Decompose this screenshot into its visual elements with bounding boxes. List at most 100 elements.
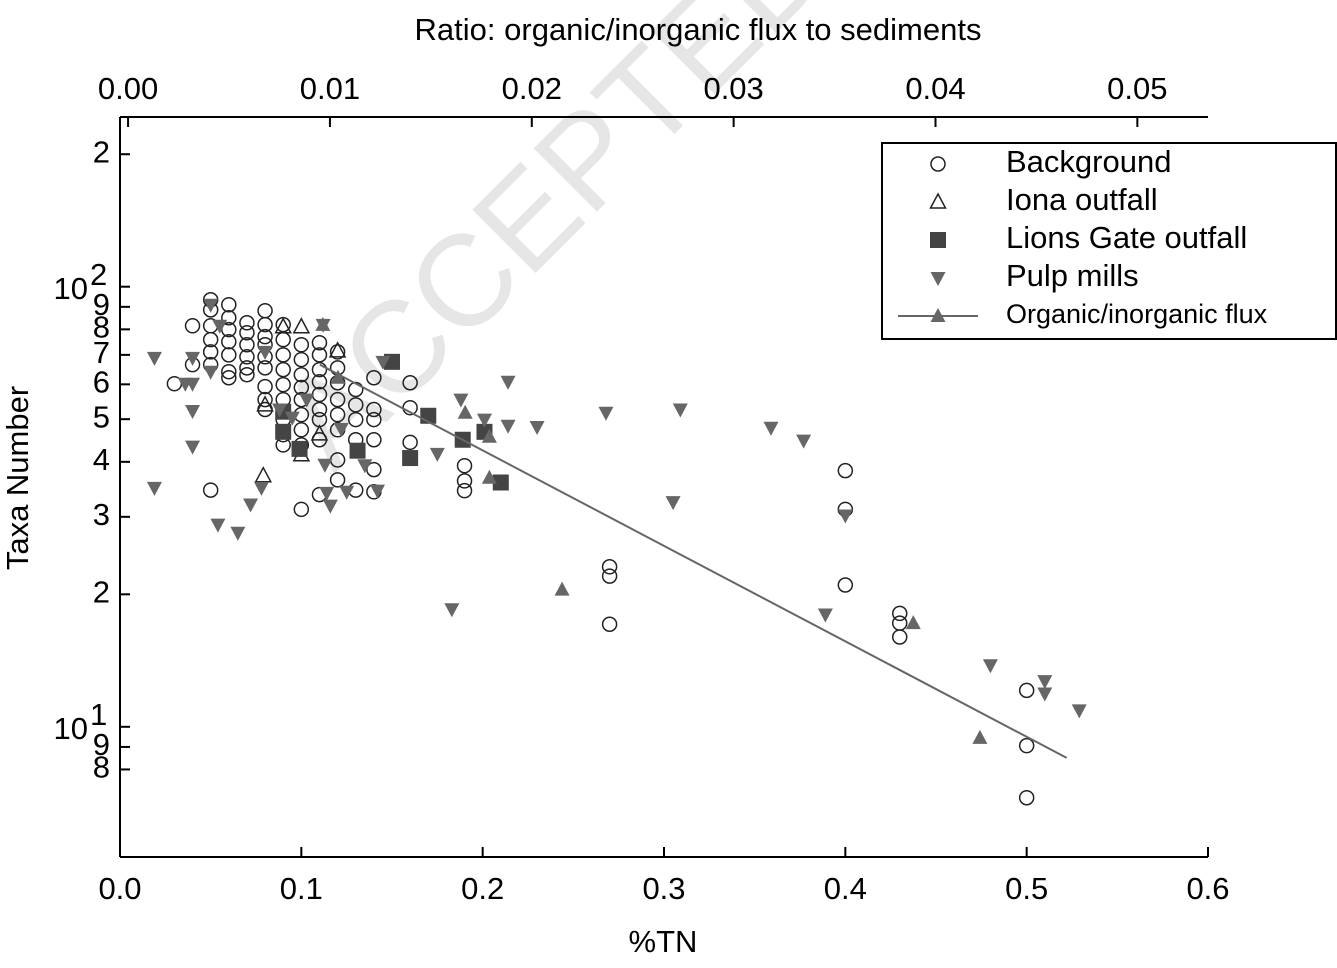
point <box>322 499 338 514</box>
point <box>299 393 315 408</box>
point <box>1037 687 1053 702</box>
point <box>330 369 346 384</box>
y-tick-label: 10 <box>54 711 88 746</box>
y-tick-label: 6 <box>93 365 110 400</box>
point <box>796 434 812 449</box>
point <box>672 403 688 418</box>
point <box>202 482 219 498</box>
point <box>212 319 228 334</box>
point <box>492 474 509 491</box>
point <box>274 317 292 334</box>
point <box>275 347 291 363</box>
point <box>444 603 460 618</box>
point <box>239 360 255 376</box>
point <box>837 509 853 524</box>
point <box>1037 675 1053 690</box>
y-tick-label: 10 <box>54 271 88 306</box>
point <box>1018 789 1035 806</box>
point <box>476 413 492 428</box>
legend-marker <box>930 156 946 172</box>
point <box>293 351 310 368</box>
point <box>275 437 291 453</box>
point <box>601 568 618 584</box>
point <box>221 310 237 326</box>
point <box>366 401 382 418</box>
point <box>311 334 328 351</box>
x2-tick-label: 0.02 <box>502 71 562 106</box>
point <box>146 351 162 366</box>
point <box>311 347 328 363</box>
legend-label: Pulp mills <box>1006 258 1139 293</box>
point <box>456 457 473 474</box>
x-axis-label: %TN <box>629 924 698 959</box>
legend-label: Lions Gate outfall <box>1006 220 1247 255</box>
point <box>891 629 908 645</box>
point <box>891 605 908 622</box>
point <box>554 581 570 596</box>
legend-label: Background <box>1006 144 1171 179</box>
legend-marker <box>930 272 946 286</box>
point <box>311 374 328 390</box>
point <box>257 378 273 395</box>
y-tick-label: 2 <box>93 575 110 610</box>
point <box>146 481 162 496</box>
point <box>972 729 988 744</box>
point <box>601 559 618 575</box>
x-tick-label: 0.2 <box>461 871 504 906</box>
point <box>369 484 385 499</box>
point <box>293 501 310 518</box>
point <box>311 401 328 418</box>
fit-line <box>319 363 1068 759</box>
point <box>221 370 237 386</box>
y-tick-label: 7 <box>93 335 110 370</box>
point <box>202 344 219 360</box>
point <box>456 482 473 499</box>
point <box>402 450 419 467</box>
point <box>329 472 346 488</box>
point <box>310 424 329 441</box>
y-tick-exponent: 1 <box>90 697 107 732</box>
point <box>257 316 273 333</box>
x2-tick-label: 0.03 <box>703 71 763 106</box>
point <box>366 411 382 428</box>
point <box>291 440 308 457</box>
y-tick-label: 3 <box>93 497 110 532</box>
point <box>185 404 201 419</box>
point <box>837 462 854 479</box>
point <box>284 411 300 426</box>
point <box>185 440 201 455</box>
point <box>500 375 516 390</box>
point <box>837 577 854 593</box>
point <box>817 608 833 623</box>
x2-tick-label: 0.04 <box>905 71 965 106</box>
legend-marker <box>930 308 946 322</box>
point <box>333 422 349 437</box>
point <box>210 518 226 533</box>
point <box>481 469 497 484</box>
point <box>275 361 291 378</box>
legend-marker <box>929 192 947 209</box>
point <box>275 423 292 440</box>
point <box>257 302 273 319</box>
point <box>357 459 373 474</box>
point <box>272 403 288 418</box>
point <box>275 331 291 348</box>
point <box>665 496 681 511</box>
point <box>203 365 219 380</box>
point <box>763 421 779 436</box>
x-tick-label: 0.0 <box>98 871 141 906</box>
point <box>257 391 273 408</box>
point <box>239 337 255 353</box>
point <box>598 406 614 421</box>
y-tick-label: 9 <box>93 727 110 762</box>
point <box>221 296 237 313</box>
y-tick-label: 9 <box>93 287 110 322</box>
point <box>253 481 269 496</box>
point <box>481 428 497 443</box>
point <box>429 447 445 462</box>
legend-label: Iona outfall <box>1006 182 1158 217</box>
point <box>402 375 418 391</box>
point <box>529 420 545 435</box>
x-tick-label: 0.5 <box>1005 871 1048 906</box>
point <box>275 376 291 393</box>
